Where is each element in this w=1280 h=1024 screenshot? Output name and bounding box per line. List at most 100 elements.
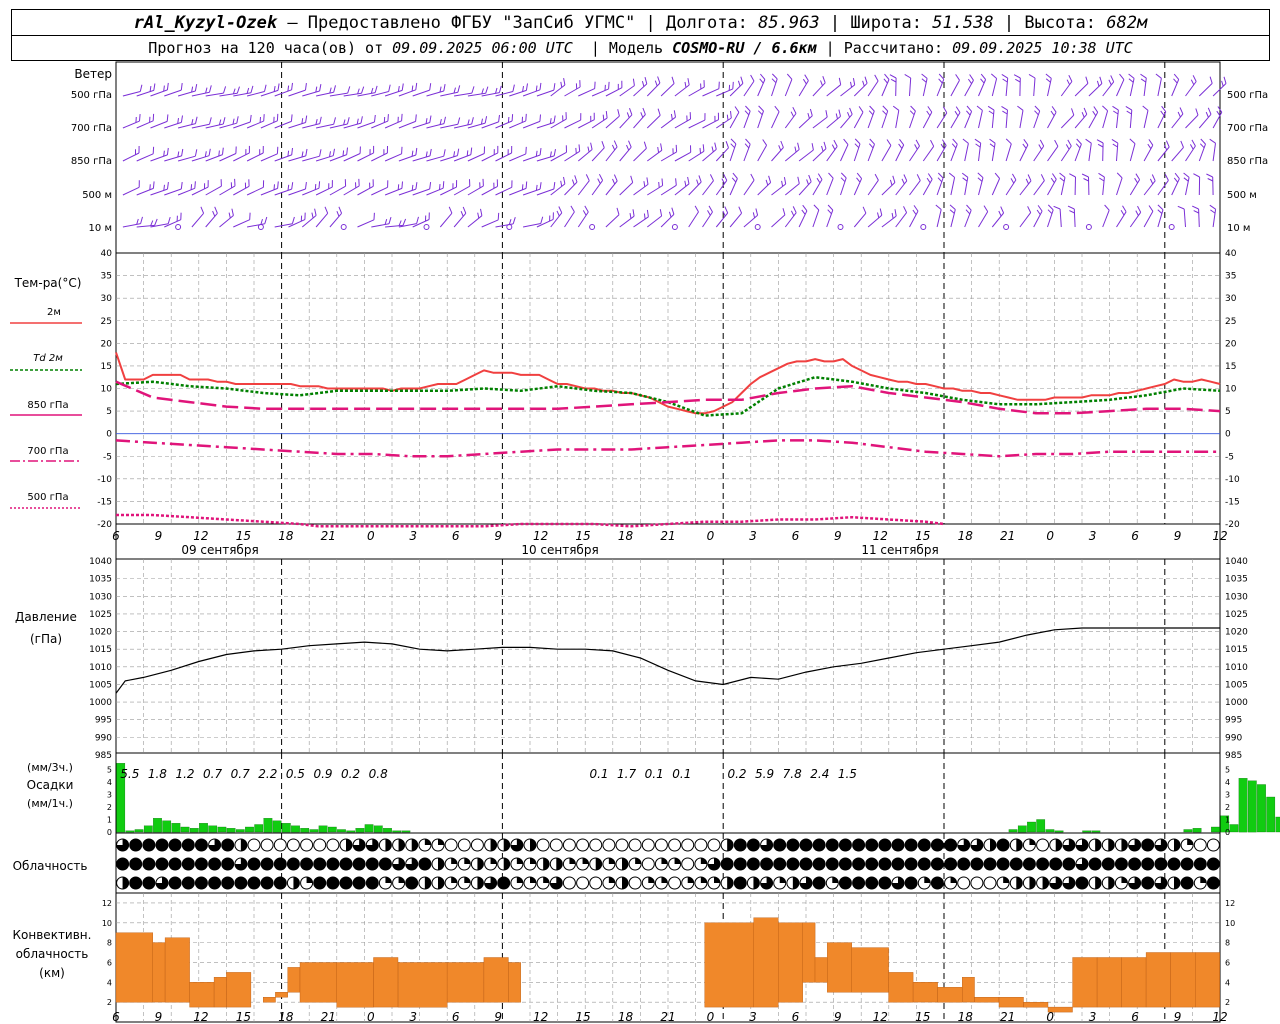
cloud-symbol-fill (1115, 858, 1128, 870)
wind-barb-shaft (1074, 83, 1089, 97)
precip-bar (1082, 830, 1092, 833)
wind-barb-shaft (205, 185, 222, 196)
wind-barb-shaft (964, 210, 972, 228)
wind-barb-flag (511, 114, 514, 122)
wind-barb-flag (1065, 144, 1070, 150)
wind-barb-flag (291, 182, 294, 190)
wind-barb-flag (990, 73, 997, 79)
precip-bar (383, 828, 392, 833)
wind-barb-shaft (1143, 110, 1149, 129)
wind-barb-flag (287, 85, 290, 92)
cloud-symbol-fill (800, 858, 812, 870)
cloud-symbol (681, 838, 695, 852)
precip-bar (180, 826, 190, 833)
wind-barb-flag (813, 204, 820, 211)
wind-barb-flag (755, 208, 759, 216)
wind-barb-flag (387, 114, 389, 122)
wind-barb-shaft (550, 84, 566, 97)
cloud-symbol-fill (892, 858, 904, 870)
precip-bar (1017, 825, 1027, 833)
forecast-label: Прогноз на 120 часа(ов) от (148, 39, 384, 57)
cloud-symbol-fill (516, 858, 523, 864)
cloud-symbol-fill (1010, 858, 1023, 870)
wind-barb-flag (1047, 209, 1053, 215)
wind-barb-shaft (1212, 143, 1216, 162)
cloud-symbol-fill (379, 858, 392, 870)
wind-barb-flag (938, 73, 945, 80)
cloud-symbol-fill (156, 839, 168, 851)
wind-barb-shaft (867, 144, 875, 162)
wind-barb-shaft (633, 148, 647, 162)
wind-barb-shaft (1198, 143, 1206, 162)
temp-ytick-label-right: -15 (1225, 497, 1240, 507)
wind-barb-shaft (509, 89, 527, 97)
cloud-symbol-fill (346, 839, 352, 851)
wind-barb-shaft (467, 215, 483, 228)
time-tick-label: 12 (1212, 529, 1227, 543)
wind-barb-flag (632, 209, 635, 217)
cloud-symbol (326, 838, 340, 852)
cloud-symbol-fill (195, 839, 208, 851)
wind-barb-shaft (716, 88, 733, 97)
wind-barb-shaft (371, 120, 389, 129)
wind-barb-flag (180, 182, 183, 190)
wind-barb-shaft (936, 177, 944, 196)
wind-barb-flag (1209, 204, 1216, 210)
wind-barb-flag (1099, 76, 1103, 84)
wind-barb-shaft (978, 177, 984, 196)
wind-barb-shaft (660, 116, 676, 129)
time-tick-label-bottom: 12 (1212, 1010, 1227, 1024)
time-tick-label-bottom: 6 (452, 1010, 460, 1024)
cloud-symbol-fill (221, 839, 234, 851)
cloud-symbol-fill (1168, 858, 1180, 870)
wind-barb-shaft (398, 154, 417, 162)
wind-barb-shaft (798, 181, 812, 196)
wind-barb-shaft (1116, 177, 1123, 196)
wind-barb-shaft (578, 119, 595, 129)
wind-barb-flag (457, 117, 461, 125)
wind-barb-flag (429, 182, 432, 190)
wind-barb-flag (329, 87, 332, 94)
wind-barb-shaft (260, 89, 279, 97)
conv-bar (483, 957, 509, 1003)
wind-barb-flag (439, 118, 442, 125)
wind-barb-flag (854, 143, 860, 149)
pressure-line (115, 627, 1220, 694)
wind-barb-flag (291, 82, 293, 90)
wind-barb-flag (443, 84, 446, 92)
wind-barb-shaft (357, 121, 375, 129)
wind-barb-flag (1155, 73, 1162, 79)
wind-barb-flag (732, 172, 738, 179)
wind-barb-flag (966, 105, 972, 112)
wind-barb-flag (342, 150, 345, 157)
cloud-symbol-fill (905, 877, 918, 889)
wind-barb-flag (1045, 78, 1051, 83)
precip-3h-total: 1.2 (175, 767, 194, 781)
wind-barb-flag (757, 110, 763, 116)
wind-barb-shaft (329, 92, 348, 97)
wind-barb-flag (356, 118, 359, 125)
conv-bar (336, 962, 374, 1008)
wind-barb-flag (415, 114, 417, 122)
pressure-ytick-label-right: 1035 (1225, 575, 1248, 585)
wind-barb-flag (699, 147, 701, 154)
wind-barb-shaft (371, 152, 388, 162)
wind-barb-flag (374, 85, 378, 93)
wind-barb-shaft (798, 210, 808, 228)
wind-barb-shaft (771, 183, 787, 196)
wind-barb-flag (630, 175, 634, 183)
precip-3h-total: 0.7 (231, 767, 250, 781)
pressure-ytick-label: 1000 (89, 698, 112, 708)
wind-barb-shaft (826, 146, 838, 162)
temp-ytick-label: 35 (101, 272, 112, 282)
wind-barb-flag (1148, 205, 1154, 212)
wind-barb-flag (1002, 78, 1008, 83)
cloud-symbol-fill (1049, 877, 1062, 889)
wind-barb-flag (136, 218, 139, 225)
wind-barb-shaft (1005, 143, 1012, 162)
wind-barb-flag (319, 84, 322, 92)
wind-barb-shaft (233, 92, 252, 97)
wind-barb-flag (969, 74, 974, 81)
wind-barb-flag (980, 78, 985, 84)
